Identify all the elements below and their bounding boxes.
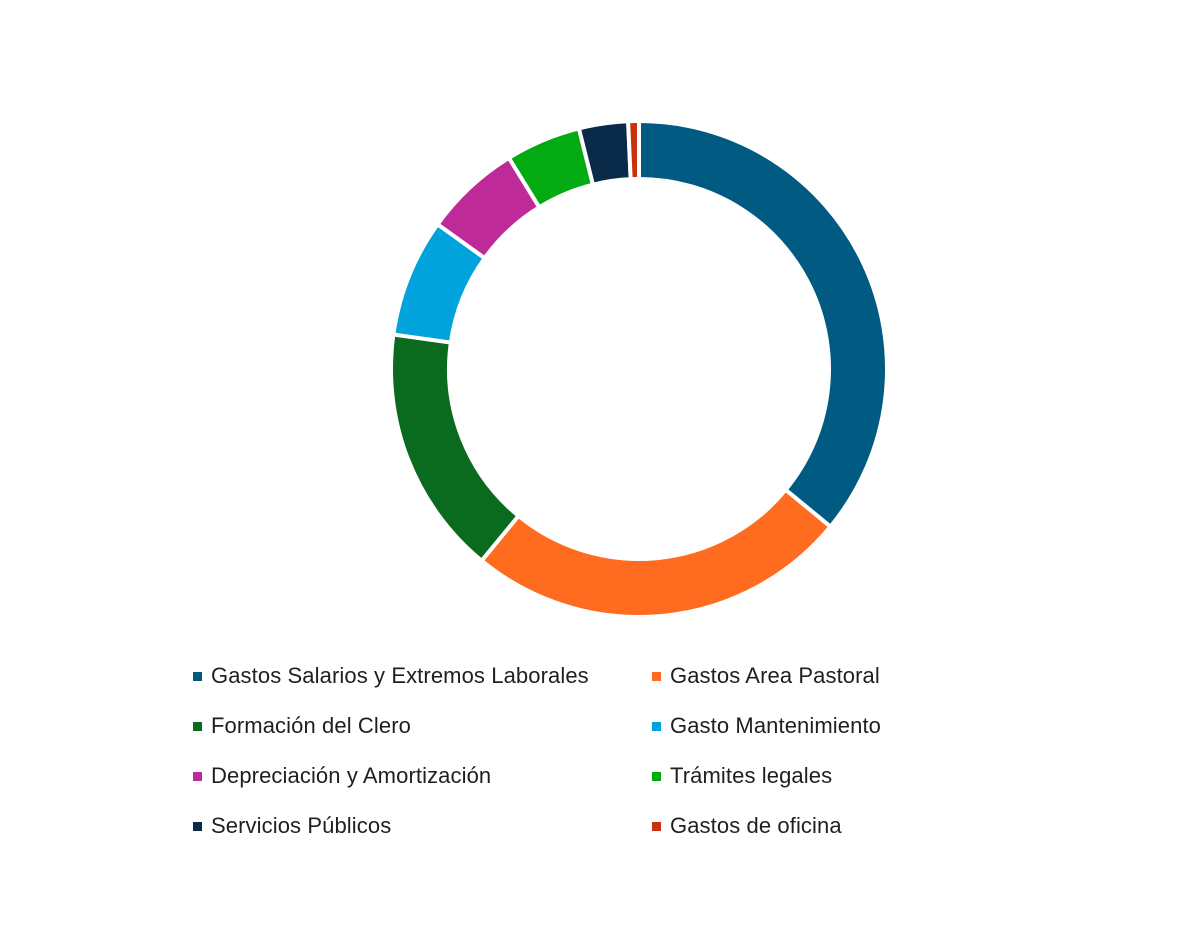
legend-item: Gastos Salarios y Extremos Laborales: [193, 655, 652, 697]
legend-item: Depreciación y Amortización: [193, 755, 652, 797]
legend-swatch-icon: [193, 671, 202, 681]
legend-swatch-icon: [652, 821, 661, 831]
legend-label: Servicios Públicos: [211, 813, 392, 838]
legend-item: Gastos de oficina: [652, 805, 992, 847]
donut-slices: [389, 118, 889, 619]
legend-label: Gastos de oficina: [670, 813, 842, 838]
donut-chart: [389, 118, 889, 619]
legend-swatch-icon: [193, 821, 202, 831]
legend-label: Trámites legales: [670, 763, 833, 788]
legend-swatch-icon: [193, 771, 202, 781]
chart-legend: Gastos Salarios y Extremos Laborales Gast…: [193, 655, 993, 855]
legend-item: Formación del Clero: [193, 705, 652, 747]
legend-swatch-icon: [652, 671, 661, 681]
donut-slice-2: [389, 332, 522, 564]
legend-label: Gastos Salarios y Extremos Laborales: [211, 663, 589, 688]
legend-item: Servicios Públicos: [193, 805, 652, 847]
legend-swatch-icon: [652, 771, 661, 781]
legend-swatch-icon: [193, 721, 202, 731]
legend-label: Depreciación y Amortización: [211, 763, 492, 788]
legend-swatch-icon: [652, 721, 661, 731]
legend-label: Formación del Clero: [211, 713, 411, 738]
donut-slice-7: [626, 118, 641, 182]
legend-label: Gasto Mantenimiento: [670, 713, 882, 738]
legend-item: Trámites legales: [652, 755, 992, 797]
donut-slice-1: [478, 486, 834, 619]
legend-label: Gastos Area Pastoral: [670, 663, 880, 688]
legend-item: Gastos Area Pastoral: [652, 655, 992, 697]
legend-item: Gasto Mantenimiento: [652, 705, 992, 747]
donut-slice-0: [637, 118, 889, 530]
